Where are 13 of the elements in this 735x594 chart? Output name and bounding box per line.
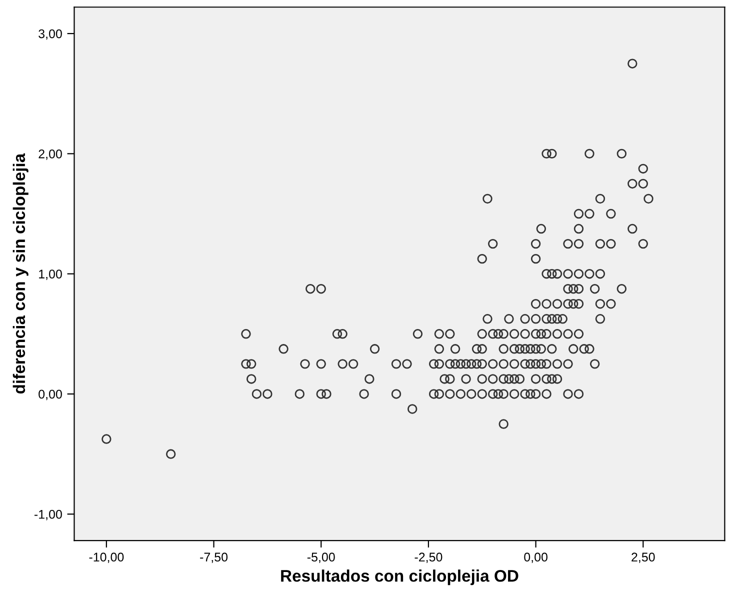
y-tick-label: 1,00: [39, 270, 62, 280]
x-tick-label: -7,50: [200, 552, 228, 564]
x-tick-label: -10,00: [89, 552, 124, 564]
x-axis-title: Resultados con cicloplejia OD: [281, 570, 518, 586]
x-tick-label: -2,50: [414, 552, 442, 564]
x-tick-label: -5,00: [307, 552, 335, 564]
y-tick-label: 3,00: [38, 29, 62, 40]
y-axis-title: diferencia con y sin cicloplejia: [12, 153, 28, 394]
y-tick-label: -1,00: [34, 510, 62, 520]
x-tick-label: 0,00: [524, 552, 548, 564]
y-tick-label: 2,00: [38, 149, 62, 160]
x-tick-label: 2,50: [632, 552, 655, 564]
y-tick-label: 0,00: [38, 390, 62, 400]
